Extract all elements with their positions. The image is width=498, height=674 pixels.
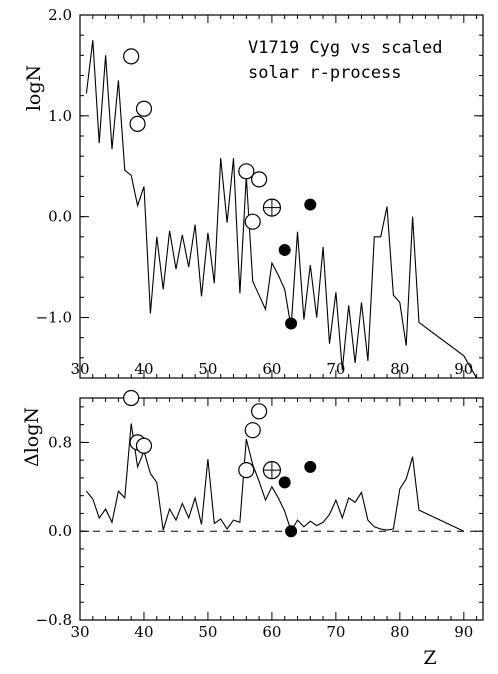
top-open-circle-point [129, 115, 146, 133]
bottom-panel: 30 40 50 60 70 80 90 −0.8 0.0 0.8 [36, 389, 484, 641]
top-x-tick-label: 70 [326, 360, 345, 378]
top-x-tick-label: 80 [390, 360, 409, 378]
bottom-solar-r-process-line [85, 423, 465, 533]
bottom-y-tick-label: 0.8 [48, 433, 72, 451]
bottom-y-axis-title: ΔlogN [21, 407, 43, 467]
bottom-filled-circle-point [278, 476, 291, 489]
bottom-x-tick-label: 70 [326, 623, 345, 641]
top-y-tick-label: 2.0 [48, 6, 72, 24]
bottom-filled-circle-point [304, 460, 317, 473]
bottom-filled-circle-point [285, 525, 298, 538]
bottom-x-tick-label: 50 [198, 623, 217, 641]
bottom-x-tick-label: 60 [262, 623, 281, 641]
top-x-tick-label: 40 [134, 360, 153, 378]
bottom-x-tick-label: 90 [454, 623, 473, 641]
x-axis-title: Z [423, 647, 436, 669]
bottom-open-circle-point [123, 389, 140, 407]
top-open-circle-point [244, 213, 261, 230]
top-x-tick-label: 60 [262, 360, 281, 378]
bottom-y-tick-label: 0.0 [48, 522, 72, 540]
bottom-open-circle-point [238, 462, 255, 479]
top-panel: 30 40 50 60 70 80 90 −1.0 0.0 1.0 2.0 [36, 6, 484, 379]
annotation-line-2: solar r-process [248, 63, 402, 83]
top-x-tick-label: 50 [198, 360, 217, 378]
bottom-plot-frame [79, 397, 484, 621]
bottom-x-tick-label: 30 [70, 623, 89, 641]
top-open-circle-point [238, 163, 255, 180]
top-y-tick-label: 1.0 [48, 107, 72, 125]
top-y-tick-label: 0.0 [48, 208, 72, 226]
top-circle-plus-point [262, 198, 282, 217]
top-open-circle-point [135, 100, 153, 117]
bottom-x-tick-label: 80 [390, 623, 409, 641]
top-filled-circle-point [304, 198, 317, 211]
bottom-open-circle-point [251, 403, 268, 420]
top-filled-circle-point [278, 243, 291, 256]
top-filled-circle-point [285, 317, 298, 330]
top-y-axis-title: logN [23, 65, 45, 111]
bottom-open-circle-point [135, 437, 153, 454]
top-open-circle-point [251, 171, 268, 188]
bottom-circle-plus-point [262, 461, 282, 480]
bottom-y-tick-label: −0.8 [36, 611, 72, 629]
top-x-tick-label: 30 [70, 360, 89, 378]
bottom-open-circle-point [244, 422, 261, 439]
top-x-tick-label: 90 [454, 360, 473, 378]
annotation-line-1: V1719 Cyg vs scaled [248, 38, 442, 58]
top-solar-r-process-line [85, 40, 478, 379]
top-open-circle-point [123, 48, 140, 65]
top-y-tick-label: −1.0 [36, 309, 72, 327]
bottom-x-tick-label: 40 [134, 623, 153, 641]
